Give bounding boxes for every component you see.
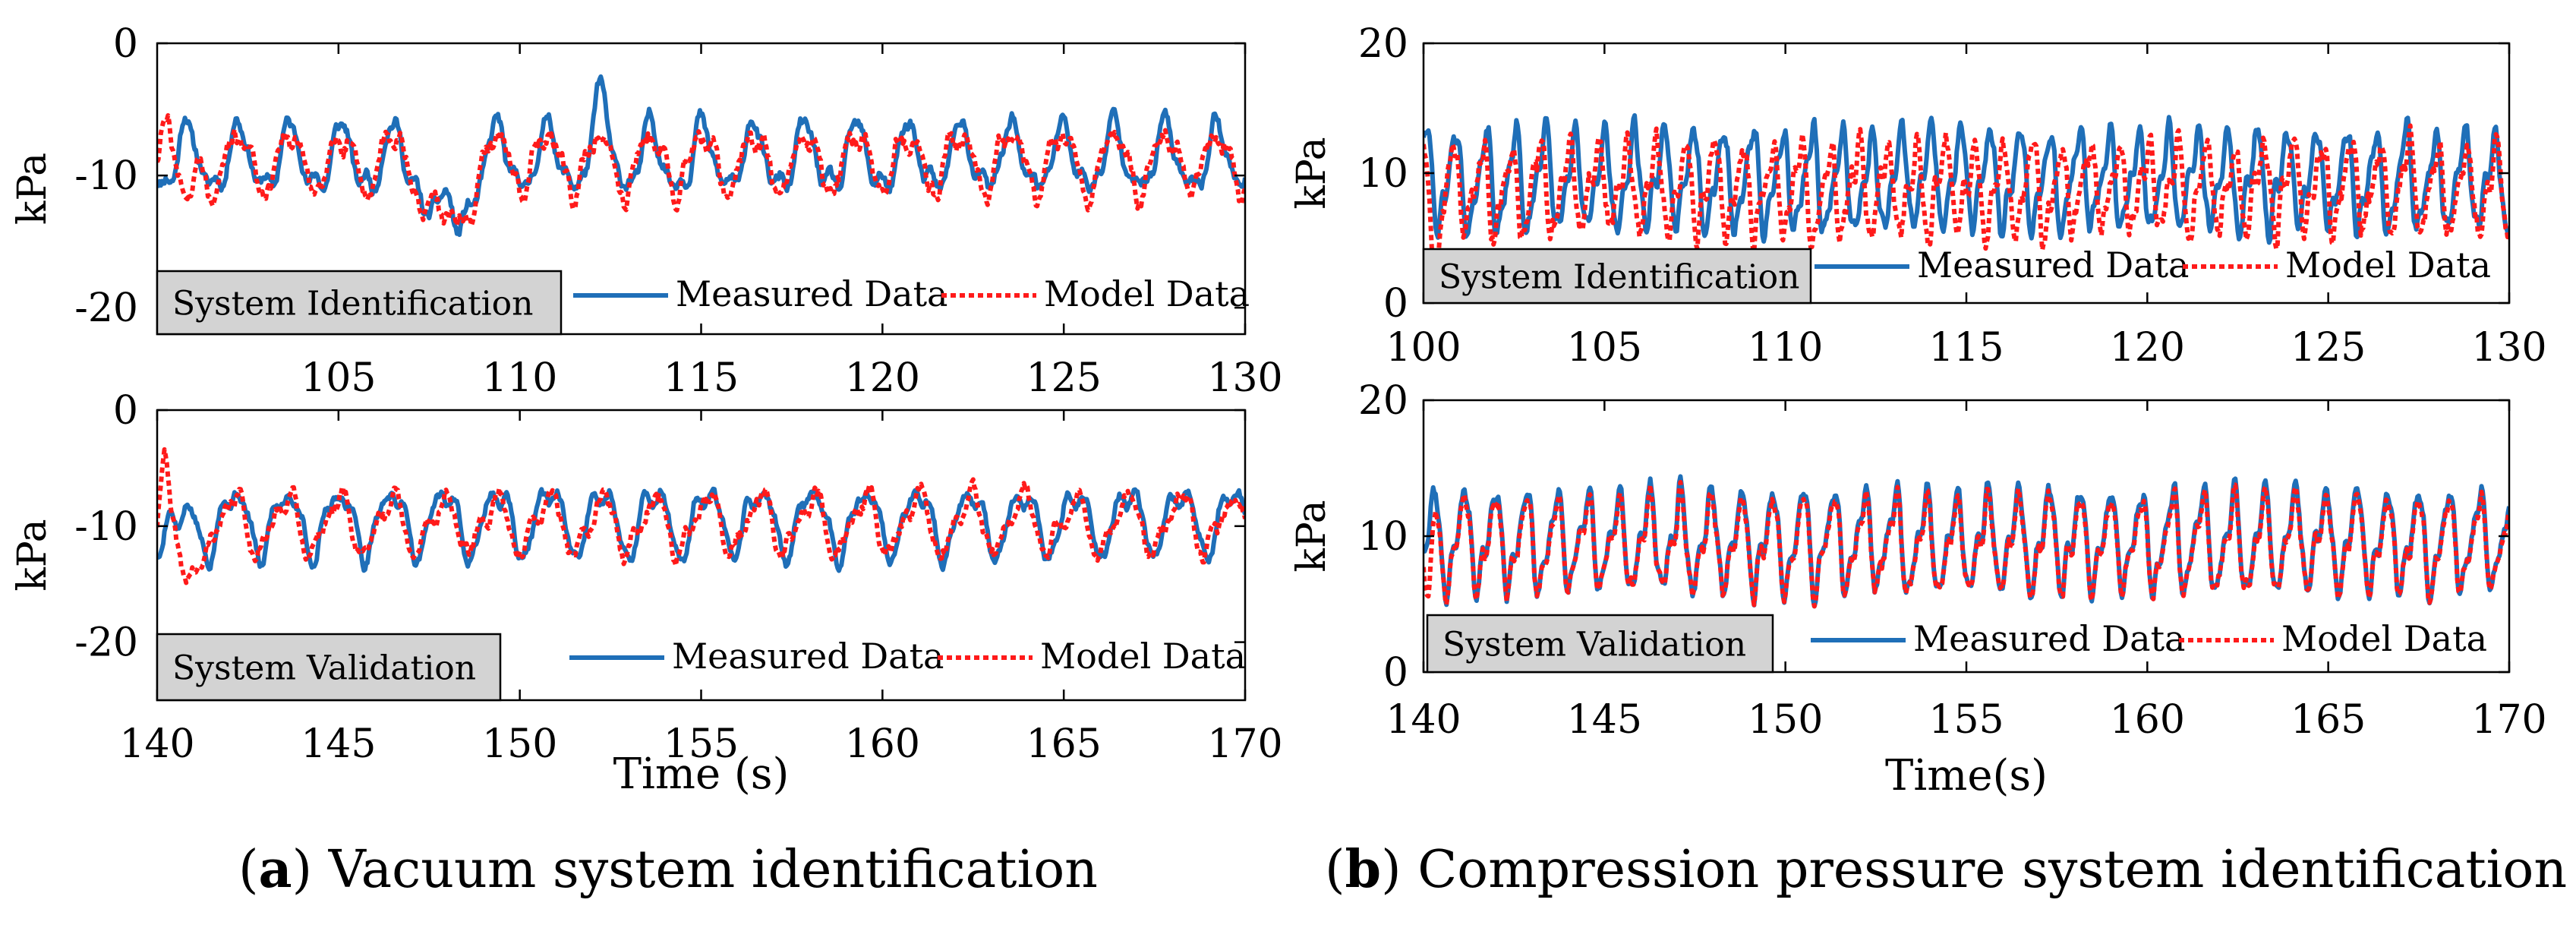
- y-axis-label: kPa: [10, 519, 55, 591]
- x-tick-label: 155: [664, 721, 739, 767]
- x-tick-label: 165: [2291, 697, 2366, 743]
- x-tick-label: 150: [482, 721, 557, 767]
- y-axis-label: kPa: [1289, 500, 1335, 572]
- y-tick-label: -20: [74, 620, 138, 666]
- y-tick-label: 0: [1383, 650, 1408, 696]
- x-tick-label: 145: [1567, 697, 1642, 743]
- y-tick-label: 20: [1358, 21, 1408, 67]
- x-tick-label: 125: [1026, 355, 1102, 401]
- x-tick-label: 160: [845, 721, 920, 767]
- legend-label-measured-data: Measured Data: [1917, 245, 2189, 286]
- panel-label-box: [156, 633, 502, 702]
- x-tick-label: 130: [2471, 325, 2546, 371]
- panel-label-text: System Identification: [1439, 258, 1800, 297]
- x-tick-label: 170: [2471, 697, 2546, 743]
- x-tick-label: 120: [2110, 325, 2185, 371]
- chart-panel-1: 0 -10 -20 105 110 115 120 125 130 kPa System Ident…: [10, 21, 1283, 401]
- series-line-measured-data: [1424, 474, 2509, 609]
- y-tick-label: -10: [74, 153, 138, 199]
- legend-label-model-data: Model Data: [2285, 245, 2491, 286]
- x-tick-label: 150: [1748, 697, 1823, 743]
- y-axis-label: kPa: [1289, 137, 1335, 209]
- y-tick-label: -20: [74, 286, 138, 331]
- x-tick-label: 165: [1026, 721, 1102, 767]
- x-tick-label: 110: [1748, 325, 1823, 371]
- series-line-model-data: [157, 113, 1245, 228]
- series-line-model-data: [1424, 123, 2509, 294]
- x-tick-label: 115: [1928, 325, 2004, 371]
- legend-label-measured-data: Measured Data: [1913, 618, 2185, 659]
- x-tick-label: 155: [1928, 697, 2004, 743]
- series-line-measured-data: [157, 74, 1245, 238]
- chart-panel-2: 0 -10 -20 140 145 150 155 160 165 170 kPa Time (s) S…: [10, 388, 1283, 799]
- y-tick-label: 10: [1358, 151, 1408, 197]
- legend-label-model-data: Model Data: [2281, 618, 2487, 659]
- y-tick-label: -10: [74, 504, 138, 550]
- x-tick-label: 110: [482, 355, 557, 401]
- x-tick-label: 140: [119, 721, 194, 767]
- x-tick-label: 140: [1386, 697, 1461, 743]
- x-tick-label: 100: [1386, 325, 1461, 371]
- x-tick-label: 115: [664, 355, 739, 401]
- panel-label-text: System Validation: [172, 649, 476, 688]
- x-tick-label: 120: [845, 355, 920, 401]
- x-tick-label: 125: [2291, 325, 2366, 371]
- x-tick-label: 105: [1567, 325, 1642, 371]
- panel-label-box: [156, 270, 563, 336]
- x-tick-label: 145: [301, 721, 376, 767]
- panel-label-box: [1422, 248, 1812, 305]
- x-tick-label: 160: [2110, 697, 2185, 743]
- x-tick-label: 130: [1207, 355, 1282, 401]
- caption-b: (b) Compression pressure system identifi…: [1325, 839, 2568, 900]
- y-tick-label: 20: [1358, 378, 1408, 424]
- series-line-model-data: [157, 447, 1245, 586]
- legend-label-model-data: Model Data: [1040, 636, 1246, 677]
- y-axis-label: kPa: [10, 153, 55, 225]
- legend-label-measured-data: Measured Data: [676, 273, 947, 314]
- x-tick-label: 105: [301, 355, 376, 401]
- panel-label-text: System Validation: [1442, 626, 1746, 664]
- y-tick-label: 0: [113, 21, 138, 67]
- series-line-measured-data: [1424, 113, 2509, 245]
- y-tick-label: 0: [113, 388, 138, 434]
- y-tick-label: 10: [1358, 514, 1408, 560]
- legend-label-measured-data: Measured Data: [672, 636, 944, 677]
- legend-label-model-data: Model Data: [1044, 273, 1250, 314]
- panel-label-text: System Identification: [172, 285, 534, 324]
- caption-a: (a) Vacuum system identification: [238, 839, 1098, 900]
- x-axis-label: Time(s): [1885, 751, 2048, 800]
- panel-label-box: [1426, 614, 1774, 674]
- y-tick-label: 0: [1383, 281, 1408, 327]
- x-axis-label: Time (s): [613, 750, 790, 799]
- series-line-model-data: [1424, 480, 2509, 609]
- x-tick-label: 170: [1207, 721, 1282, 767]
